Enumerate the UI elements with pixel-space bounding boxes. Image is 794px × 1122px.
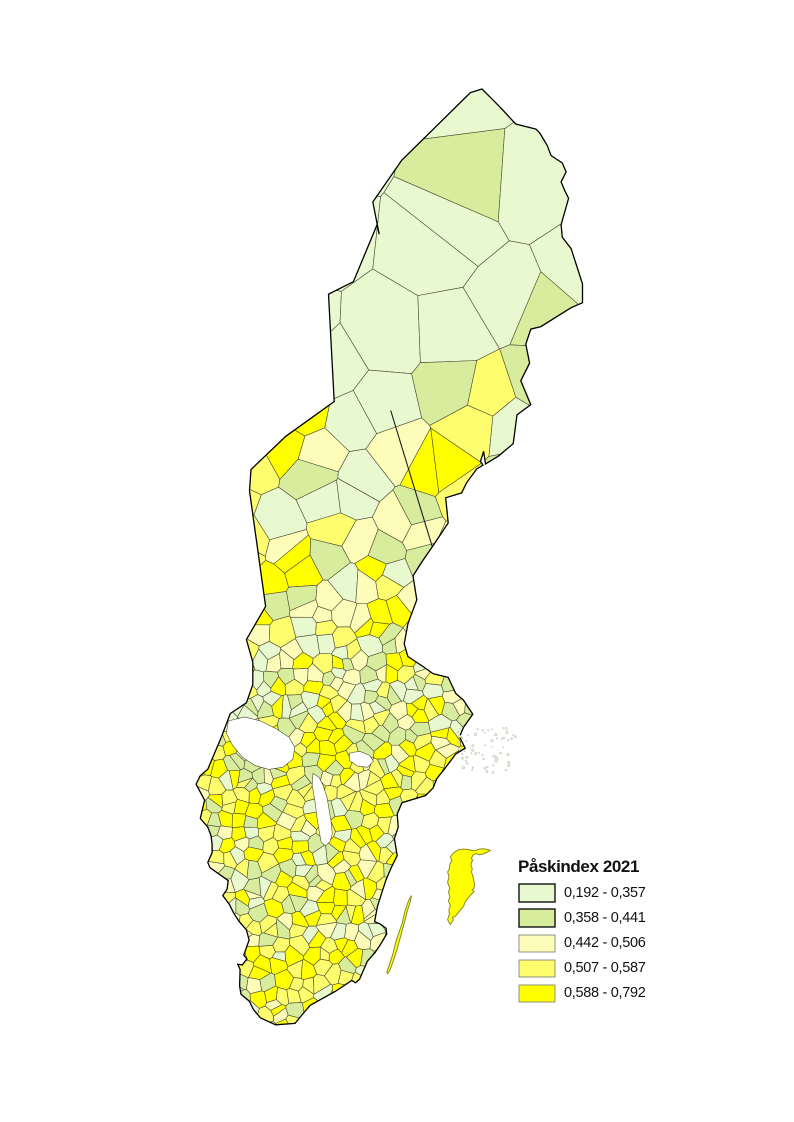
svg-text:0,192 - 0,357: 0,192 - 0,357 [564,885,646,901]
svg-text:0,442 - 0,506: 0,442 - 0,506 [564,935,646,951]
svg-text:0,507 - 0,587: 0,507 - 0,587 [564,960,646,976]
svg-text:0,358 - 0,441: 0,358 - 0,441 [564,910,646,926]
svg-text:0,588 - 0,792: 0,588 - 0,792 [564,985,646,1001]
svg-text:Påskindex 2021: Påskindex 2021 [518,857,639,876]
